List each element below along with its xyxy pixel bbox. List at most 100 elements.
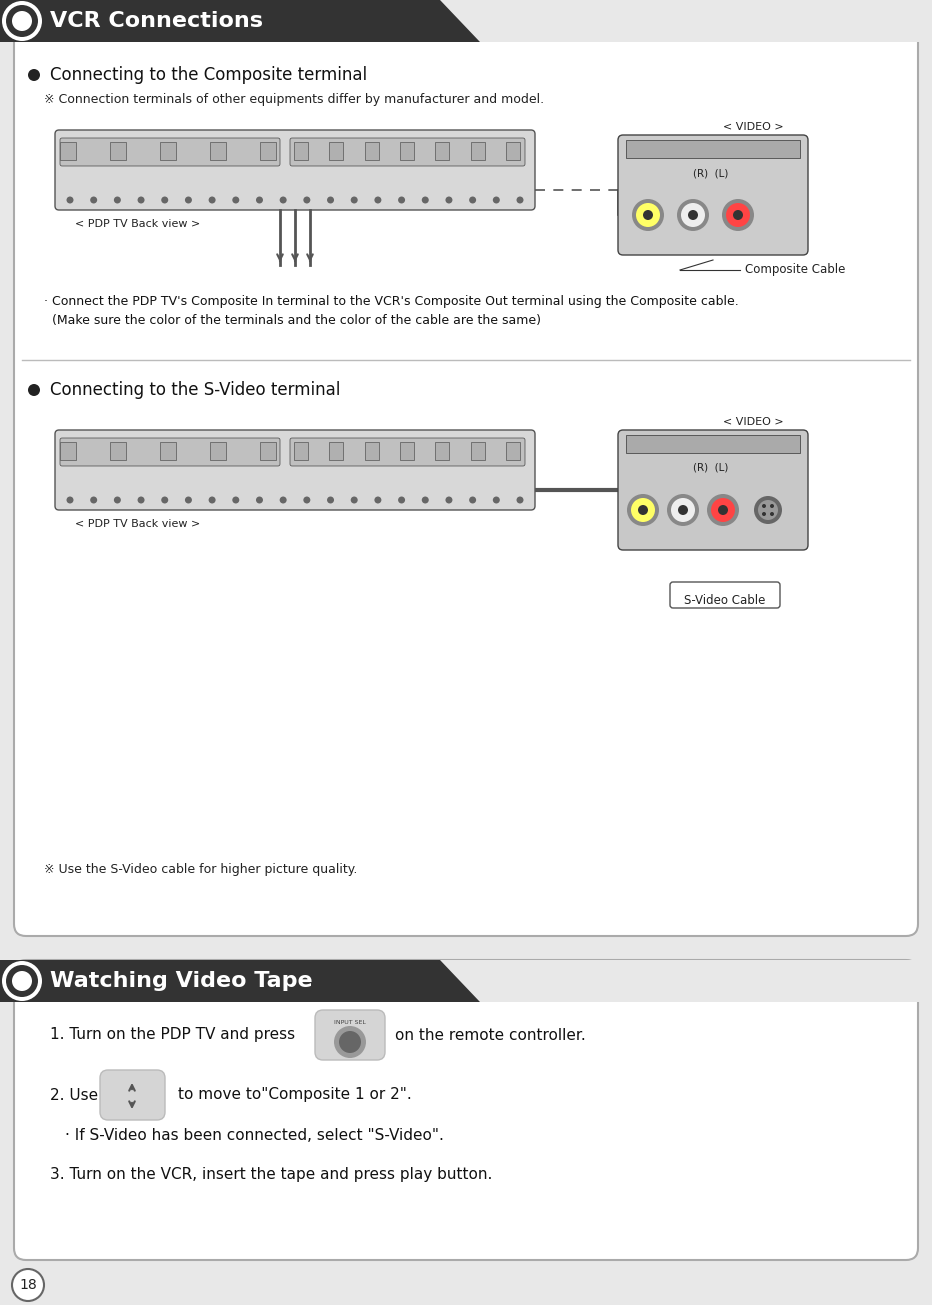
FancyBboxPatch shape [14, 8, 918, 936]
Circle shape [28, 384, 40, 395]
Circle shape [209, 197, 215, 204]
Text: VCR Connections: VCR Connections [50, 10, 263, 31]
Text: (R)  (L): (R) (L) [693, 168, 729, 177]
Circle shape [707, 495, 739, 526]
Text: Watching Video Tape: Watching Video Tape [50, 971, 312, 990]
Bar [329, 142, 343, 161]
Bar [435, 442, 449, 459]
Circle shape [66, 496, 74, 504]
Circle shape [375, 496, 381, 504]
Polygon shape [440, 960, 932, 1002]
Circle shape [28, 69, 40, 81]
Bar [471, 442, 485, 459]
Circle shape [678, 505, 688, 515]
Bar [506, 442, 520, 459]
Text: < VIDEO >: < VIDEO > [722, 418, 783, 427]
Circle shape [422, 496, 429, 504]
Polygon shape [440, 0, 932, 42]
Text: ※ Connection terminals of other equipments differ by manufacturer and model.: ※ Connection terminals of other equipmen… [44, 94, 544, 107]
Circle shape [232, 496, 240, 504]
Circle shape [2, 1, 42, 40]
Bar [0, 960, 932, 1002]
Circle shape [688, 210, 698, 221]
Circle shape [643, 210, 653, 221]
FancyBboxPatch shape [618, 134, 808, 254]
Circle shape [12, 10, 32, 31]
FancyBboxPatch shape [100, 1070, 165, 1120]
Text: 3. Turn on the VCR, insert the tape and press play button.: 3. Turn on the VCR, insert the tape and … [50, 1168, 492, 1182]
Circle shape [280, 197, 287, 204]
Text: < VIDEO >: < VIDEO > [722, 121, 783, 132]
Circle shape [6, 964, 38, 997]
Bar [210, 142, 226, 161]
Circle shape [762, 512, 766, 515]
Bar [0, 0, 932, 42]
Bar [329, 442, 343, 459]
Circle shape [516, 197, 524, 204]
Circle shape [493, 197, 500, 204]
Bar [364, 442, 378, 459]
Circle shape [90, 496, 97, 504]
Text: S-Video Cable: S-Video Cable [684, 594, 766, 607]
Circle shape [398, 197, 405, 204]
FancyBboxPatch shape [55, 130, 535, 210]
Text: 18: 18 [20, 1278, 37, 1292]
Circle shape [638, 505, 648, 515]
Bar [471, 142, 485, 161]
Circle shape [445, 496, 452, 504]
Bar [400, 442, 414, 459]
Circle shape [770, 512, 774, 515]
Circle shape [114, 197, 121, 204]
Circle shape [12, 1268, 44, 1301]
Circle shape [445, 197, 452, 204]
Text: Connecting to the Composite terminal: Connecting to the Composite terminal [50, 67, 367, 84]
Text: ※ Use the S-Video cable for higher picture quality.: ※ Use the S-Video cable for higher pictu… [44, 864, 357, 877]
FancyBboxPatch shape [60, 138, 280, 166]
Circle shape [66, 197, 74, 204]
Circle shape [627, 495, 659, 526]
FancyBboxPatch shape [290, 438, 525, 466]
Circle shape [161, 197, 169, 204]
Bar [506, 142, 520, 161]
Bar [260, 142, 276, 161]
Circle shape [493, 496, 500, 504]
FancyBboxPatch shape [60, 438, 280, 466]
Circle shape [280, 496, 287, 504]
Bar [210, 442, 226, 459]
Circle shape [303, 496, 310, 504]
Circle shape [671, 499, 695, 522]
Circle shape [90, 197, 97, 204]
Circle shape [350, 197, 358, 204]
Circle shape [681, 204, 705, 227]
Circle shape [516, 496, 524, 504]
Circle shape [636, 204, 660, 227]
Circle shape [334, 1026, 366, 1058]
Circle shape [114, 496, 121, 504]
Text: to move to"Composite 1 or 2".: to move to"Composite 1 or 2". [178, 1087, 412, 1103]
Circle shape [722, 198, 754, 231]
FancyBboxPatch shape [315, 1010, 385, 1060]
Circle shape [256, 197, 263, 204]
Circle shape [632, 198, 664, 231]
FancyBboxPatch shape [14, 960, 918, 1261]
Bar [364, 142, 378, 161]
Circle shape [770, 504, 774, 508]
Circle shape [733, 210, 743, 221]
Bar [110, 142, 126, 161]
FancyBboxPatch shape [55, 431, 535, 510]
Circle shape [209, 496, 215, 504]
Bar [160, 142, 176, 161]
Circle shape [6, 5, 38, 37]
Circle shape [711, 499, 735, 522]
FancyBboxPatch shape [290, 138, 525, 166]
Circle shape [718, 505, 728, 515]
Circle shape [422, 197, 429, 204]
Text: on the remote controller.: on the remote controller. [395, 1027, 585, 1043]
Circle shape [469, 496, 476, 504]
Text: · If S-Video has been connected, select "S-Video".: · If S-Video has been connected, select … [65, 1128, 444, 1142]
Bar [260, 442, 276, 459]
Circle shape [232, 197, 240, 204]
Bar [435, 142, 449, 161]
Circle shape [398, 496, 405, 504]
Text: 1. Turn on the PDP TV and press: 1. Turn on the PDP TV and press [50, 1027, 295, 1043]
